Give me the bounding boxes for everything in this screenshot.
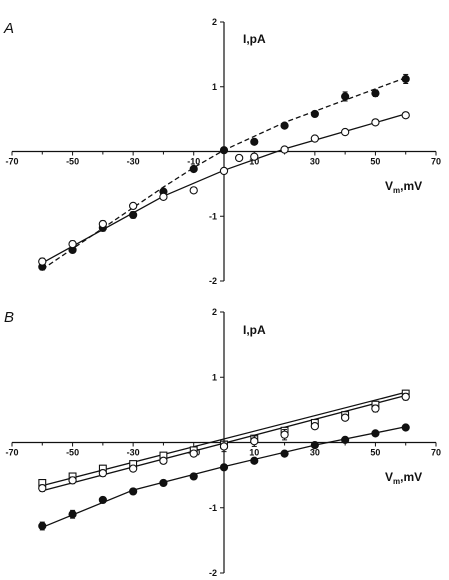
x-axis-label: Vm,mV (385, 179, 422, 195)
y-axis-label: I,pA (243, 323, 266, 337)
x-tick-label: -30 (127, 448, 140, 458)
x-axis-label-sub: m (393, 477, 400, 486)
y-tick-label: -1 (209, 211, 217, 221)
data-point-open-circle (401, 111, 410, 120)
data-point-filled-circle (280, 449, 289, 458)
x-tick-label: -50 (66, 448, 79, 458)
x-tick-label: 30 (310, 157, 320, 167)
x-tick-label: 50 (370, 157, 380, 167)
data-point-filled-circle (371, 89, 380, 98)
data-point-open-circle (401, 392, 410, 401)
x-tick-label: -70 (5, 157, 18, 167)
data-point-filled-circle (219, 463, 229, 472)
x-tick-label: -70 (5, 448, 18, 458)
data-point-open-circle (250, 437, 259, 446)
data-point-open-circle (310, 422, 320, 431)
y-tick-label: 2 (212, 307, 217, 317)
data-point-open-circle (68, 476, 77, 485)
data-point-filled-circle (129, 210, 138, 220)
x-tick-label: 70 (431, 448, 441, 458)
data-point-open-circle (189, 449, 198, 458)
data-point-filled-circle (401, 74, 410, 84)
data-point-filled-circle (219, 146, 229, 155)
data-point-filled-circle (129, 487, 138, 496)
data-point-filled-circle (189, 164, 198, 174)
data-point-filled-circle (159, 478, 168, 488)
x-axis-label-main: V (385, 470, 393, 484)
data-point-open-circle (219, 166, 229, 176)
data-point-open-circle (38, 484, 47, 493)
data-point-open-circle (250, 152, 259, 161)
y-tick-label: 2 (212, 17, 217, 27)
data-point-filled-circle (341, 435, 350, 444)
data-point-filled-circle (189, 472, 198, 481)
data-point-open-circle (340, 127, 350, 137)
x-axis-label-main: V (385, 179, 393, 193)
fit-line-1 (41, 77, 406, 270)
data-point-open-circle (310, 134, 320, 143)
data-point-open-circle (128, 464, 138, 473)
data-point-filled-circle (371, 429, 380, 438)
data-point-open-circle (98, 469, 108, 478)
data-point-open-circle (159, 456, 168, 465)
data-point-filled-circle (250, 137, 259, 146)
data-point-filled-circle (310, 109, 319, 119)
data-point-open-circle (280, 145, 289, 154)
panel-label: B (4, 309, 14, 326)
y-tick-label: -1 (209, 503, 217, 513)
data-point-filled-circle (401, 423, 410, 432)
y-axis-label: I,pA (243, 32, 266, 46)
data-point-filled-circle (310, 441, 319, 450)
data-point-open-circle (159, 192, 168, 201)
x-axis-label-sub: m (393, 186, 400, 195)
data-point-filled-circle (98, 495, 107, 505)
x-tick-label: -10 (187, 157, 200, 167)
x-axis-label: Vm,mV (385, 470, 422, 486)
data-point-open-circle (219, 442, 229, 451)
data-point-open-circle (38, 257, 47, 266)
x-tick-label: 50 (370, 448, 380, 458)
y-tick-label: 1 (212, 82, 217, 92)
x-tick-label: -50 (66, 157, 79, 167)
x-axis-label-rest: ,mV (400, 179, 422, 193)
data-point-filled-circle (38, 521, 47, 531)
data-point-open-circle (128, 201, 138, 211)
data-point-filled-circle (341, 92, 350, 101)
data-point-open-circle (371, 404, 380, 413)
panel-label: A (3, 20, 14, 37)
data-point-open-circle (371, 118, 380, 127)
data-point-open-circle (189, 186, 198, 195)
data-point-open-circle (280, 430, 289, 439)
y-tick-label: -2 (209, 276, 217, 286)
data-point-filled-circle (68, 510, 77, 519)
y-tick-label: 1 (212, 372, 217, 382)
data-point-open-circle (68, 239, 77, 249)
x-tick-label: 30 (310, 448, 320, 458)
x-tick-label: 10 (249, 157, 259, 167)
data-point-open-circle (98, 219, 108, 229)
panel-a: A I,pA Vm,mV -70 -50 -30 -10 10 30 50 70 2 1 -1 -2 (3, 17, 441, 286)
data-point-filled-circle (280, 121, 289, 130)
data-point-open-circle (234, 153, 244, 163)
x-tick-label: 10 (249, 448, 259, 458)
data-point-filled-circle (250, 456, 259, 465)
x-axis-label-rest: ,mV (400, 470, 422, 484)
data-point-open-circle (340, 413, 350, 422)
x-tick-label: 70 (431, 157, 441, 167)
x-tick-label: -30 (127, 157, 140, 167)
y-tick-label: -2 (209, 568, 217, 578)
